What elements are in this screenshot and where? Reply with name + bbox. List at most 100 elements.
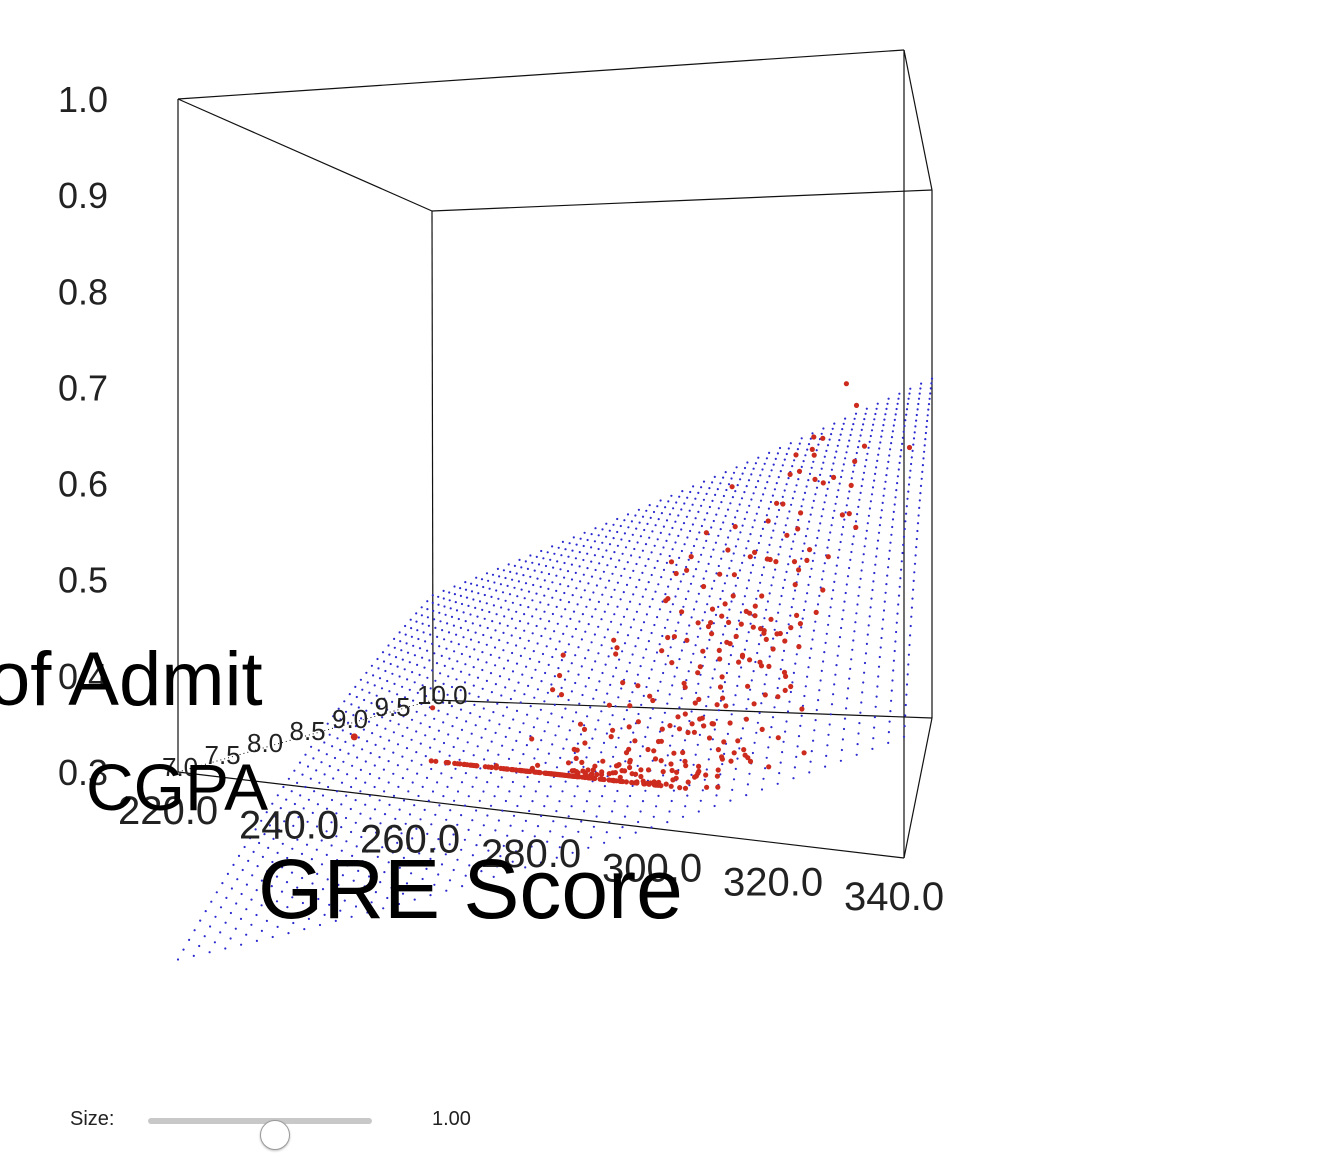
surface-point: [597, 652, 600, 655]
surface-point: [571, 635, 574, 638]
surface-point: [653, 659, 656, 663]
surface-point: [715, 718, 718, 721]
data-point: [669, 660, 675, 666]
surface-point: [355, 695, 358, 699]
surface-point: [459, 587, 462, 590]
surface-point: [424, 734, 427, 737]
surface-point: [825, 449, 828, 452]
data-point: [671, 750, 677, 756]
surface-point: [333, 756, 337, 760]
surface-point: [582, 558, 585, 562]
surface-point: [570, 578, 574, 581]
surface-point: [725, 671, 729, 675]
surface-point: [357, 736, 360, 739]
surface-point: [362, 728, 365, 731]
surface-point: [547, 603, 550, 606]
surface-point: [546, 795, 549, 798]
surface-point: [905, 505, 908, 508]
surface-point: [255, 913, 258, 917]
size-slider[interactable]: [148, 1118, 372, 1150]
surface-point: [398, 808, 401, 811]
size-slider-thumb[interactable]: [260, 1120, 290, 1150]
surface-point: [326, 722, 329, 725]
surface-point: [558, 846, 561, 849]
surface-point: [783, 489, 786, 492]
surface-point: [866, 452, 869, 455]
plot-area[interactable]: 0.3 0.4 0.5 0.6 0.7 0.8 0.9 1.0 7.0 7.5 8.0 8.5 9.0…: [0, 0, 1332, 1060]
surface-point: [770, 726, 773, 729]
z-tick-label: 0.5: [58, 560, 108, 601]
surface-point: [204, 910, 207, 913]
surface-point: [928, 397, 931, 400]
surface-point: [848, 677, 851, 680]
surface-point: [877, 665, 881, 668]
surface-point: [755, 512, 758, 515]
surface-point: [755, 597, 758, 600]
surface-point: [901, 551, 904, 555]
surface-point: [276, 925, 279, 929]
surface-point: [393, 637, 396, 641]
data-point: [770, 646, 776, 652]
surface-point: [383, 790, 386, 793]
surface-point: [808, 656, 811, 660]
surface-point: [437, 838, 440, 841]
surface-point: [853, 464, 856, 467]
surface-point: [660, 576, 663, 579]
data-point: [843, 381, 850, 387]
surface-point: [844, 591, 847, 595]
surface-point: [776, 686, 779, 690]
surface-point: [712, 548, 715, 551]
surface-point: [276, 851, 279, 855]
data-point: [697, 716, 703, 722]
data-point: [668, 783, 674, 789]
surface-point: [786, 631, 789, 635]
surface-point: [480, 736, 483, 739]
surface-point: [597, 600, 601, 604]
surface-point: [668, 513, 672, 516]
surface-point: [692, 652, 695, 655]
surface-point: [307, 798, 310, 801]
surface-point: [910, 615, 913, 618]
surface-point: [630, 554, 633, 557]
surface-point: [524, 582, 528, 585]
data-point: [660, 769, 666, 775]
data-point: [763, 636, 769, 643]
surface-point: [268, 824, 271, 827]
surface-point: [831, 516, 835, 520]
surface-point: [438, 750, 441, 753]
surface-point: [436, 781, 439, 784]
surface-point: [453, 585, 456, 588]
data-point: [725, 547, 731, 553]
data-point: [430, 705, 436, 711]
surface-point: [816, 536, 819, 540]
data-point: [668, 559, 675, 565]
surface-point: [600, 618, 603, 621]
surface-point: [858, 722, 861, 725]
surface-point: [743, 648, 747, 651]
surface-point: [603, 701, 606, 704]
surface-point: [491, 573, 495, 576]
surface-point: [546, 840, 549, 843]
surface-point: [876, 685, 879, 688]
surface-point: [426, 649, 429, 652]
surface-point: [892, 669, 895, 672]
data-point: [708, 620, 714, 626]
surface-point: [455, 697, 458, 700]
surface-point: [650, 826, 653, 829]
surface-point: [844, 457, 847, 460]
surface-point: [763, 520, 767, 524]
scatter-3d-plot[interactable]: 0.30.40.50.60.70.80.91.0 7.0 7.5 8.0 8.5 9.0…: [0, 0, 1332, 1060]
surface-point: [622, 615, 626, 618]
surface-point: [561, 716, 564, 719]
surface-point: [433, 883, 436, 886]
surface-point: [337, 707, 340, 710]
surface-point: [598, 680, 601, 683]
surface-point: [255, 939, 258, 943]
surface-point: [712, 519, 715, 523]
data-point: [719, 613, 725, 619]
surface-point: [316, 803, 319, 806]
surface-point: [478, 600, 482, 603]
surface-point: [350, 785, 353, 789]
surface-point: [626, 561, 629, 564]
surface-point: [449, 809, 452, 812]
